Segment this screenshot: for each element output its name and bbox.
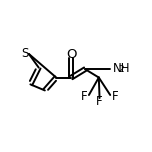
Text: NH: NH [112,62,130,75]
Text: F: F [111,90,118,103]
Text: O: O [66,48,77,61]
Text: F: F [96,95,103,108]
Text: S: S [21,47,29,60]
Text: F: F [81,90,88,103]
Text: 2: 2 [119,65,124,74]
